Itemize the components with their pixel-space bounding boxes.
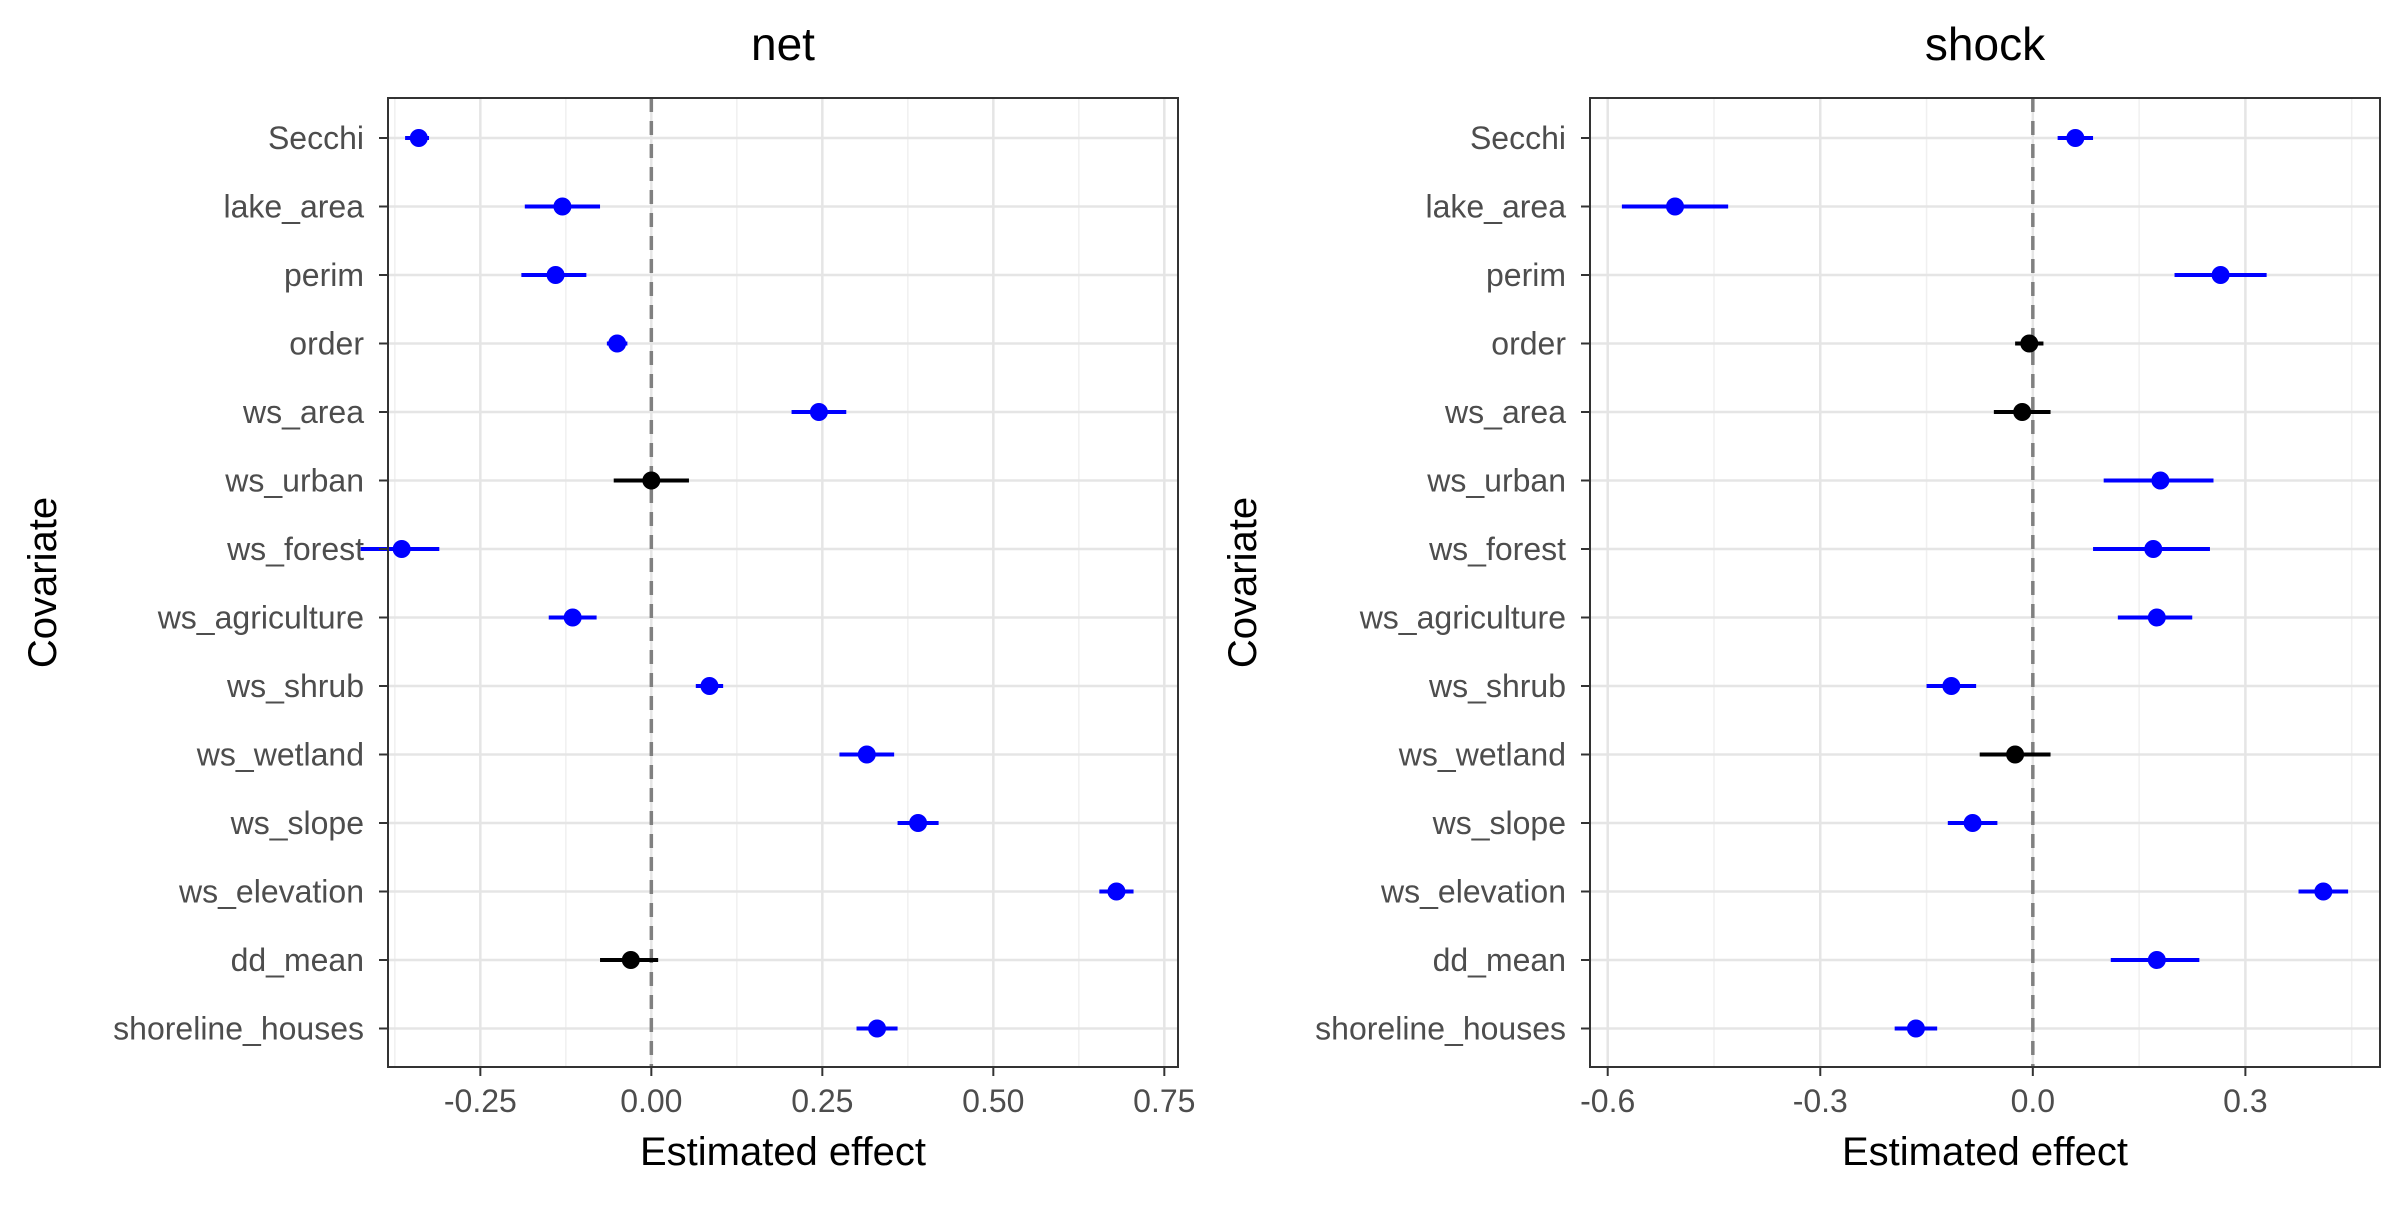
point-order	[608, 334, 627, 353]
point-Secchi	[2066, 129, 2085, 147]
point-ws_wetland	[2006, 745, 2025, 764]
point-ws_area	[2013, 403, 2032, 421]
point-ws_slope	[909, 814, 928, 832]
point-ws_elevation	[2314, 882, 2333, 901]
panel-border	[1589, 97, 2381, 1068]
point-dd_mean	[2147, 951, 2166, 969]
x-axis-title: Estimated effect	[1842, 1130, 2128, 1174]
panel-title: shock	[1925, 18, 2046, 70]
point-ws_elevation	[1107, 882, 1126, 901]
y-tick-label: shoreline_houses	[113, 1011, 364, 1047]
y-tick-label: ws_wetland	[196, 737, 364, 773]
y-tick-label: ws_urban	[1426, 463, 1566, 499]
y-tick-label: Secchi	[268, 120, 364, 156]
point-ws_area	[809, 403, 828, 421]
y-tick-label: ws_elevation	[1380, 874, 1566, 910]
point-ws_forest	[2144, 540, 2163, 558]
y-tick-label: dd_mean	[231, 942, 364, 978]
y-tick-label: ws_forest	[1428, 531, 1566, 567]
panel-border	[387, 97, 1179, 1068]
y-tick-label: order	[289, 326, 364, 362]
y-tick-label: perim	[1486, 257, 1566, 293]
x-tick-label: -0.25	[444, 1083, 517, 1119]
y-tick-label: ws_agriculture	[1359, 600, 1566, 636]
y-tick-label: lake_area	[223, 189, 364, 225]
point-order	[2020, 334, 2039, 353]
x-tick-label: -0.6	[1580, 1083, 1635, 1119]
y-tick-label: ws_area	[242, 394, 364, 430]
x-tick-label: 0.50	[962, 1083, 1024, 1119]
y-axis-title: Covariate	[1221, 497, 1265, 668]
x-tick-label: 0.25	[791, 1083, 853, 1119]
x-axis-title: Estimated effect	[640, 1130, 926, 1174]
x-tick-label: 0.0	[2011, 1083, 2055, 1119]
x-tick-label: 0.75	[1133, 1083, 1195, 1119]
y-tick-label: ws_shrub	[1428, 668, 1566, 704]
y-axis-title: Covariate	[21, 497, 65, 668]
y-tick-label: ws_wetland	[1398, 737, 1566, 773]
y-tick-label: ws_slope	[230, 805, 364, 841]
y-tick-label: ws_elevation	[178, 874, 364, 910]
y-tick-label: lake_area	[1425, 189, 1566, 225]
point-shoreline_houses	[1906, 1019, 1925, 1038]
point-shoreline_houses	[868, 1019, 887, 1038]
y-tick-label: ws_shrub	[226, 668, 364, 704]
point-ws_shrub	[1942, 677, 1961, 695]
point-ws_slope	[1963, 814, 1982, 832]
y-tick-label: shoreline_houses	[1315, 1011, 1566, 1047]
point-ws_agriculture	[563, 608, 582, 627]
point-lake_area	[553, 197, 572, 216]
panel-title: net	[751, 18, 815, 70]
point-perim	[546, 266, 565, 284]
y-tick-label: ws_area	[1444, 394, 1566, 430]
y-tick-label: ws_urban	[224, 463, 364, 499]
point-ws_agriculture	[2147, 608, 2166, 627]
x-tick-label: 0.3	[2223, 1083, 2267, 1119]
point-perim	[2211, 266, 2230, 284]
point-ws_urban	[642, 471, 661, 490]
y-tick-label: dd_mean	[1433, 942, 1566, 978]
point-ws_urban	[2151, 471, 2170, 490]
x-tick-label: 0.00	[620, 1083, 682, 1119]
y-tick-label: perim	[284, 257, 364, 293]
point-dd_mean	[621, 951, 640, 969]
y-tick-label: order	[1491, 326, 1566, 362]
y-tick-label: ws_forest	[226, 531, 364, 567]
point-ws_shrub	[700, 677, 719, 695]
point-Secchi	[409, 129, 428, 147]
y-tick-label: ws_slope	[1432, 805, 1566, 841]
point-ws_wetland	[857, 745, 876, 764]
y-tick-label: ws_agriculture	[157, 600, 364, 636]
x-tick-label: -0.3	[1793, 1083, 1848, 1119]
point-ws_forest	[392, 540, 411, 558]
point-lake_area	[1666, 197, 1685, 216]
y-tick-label: Secchi	[1470, 120, 1566, 156]
